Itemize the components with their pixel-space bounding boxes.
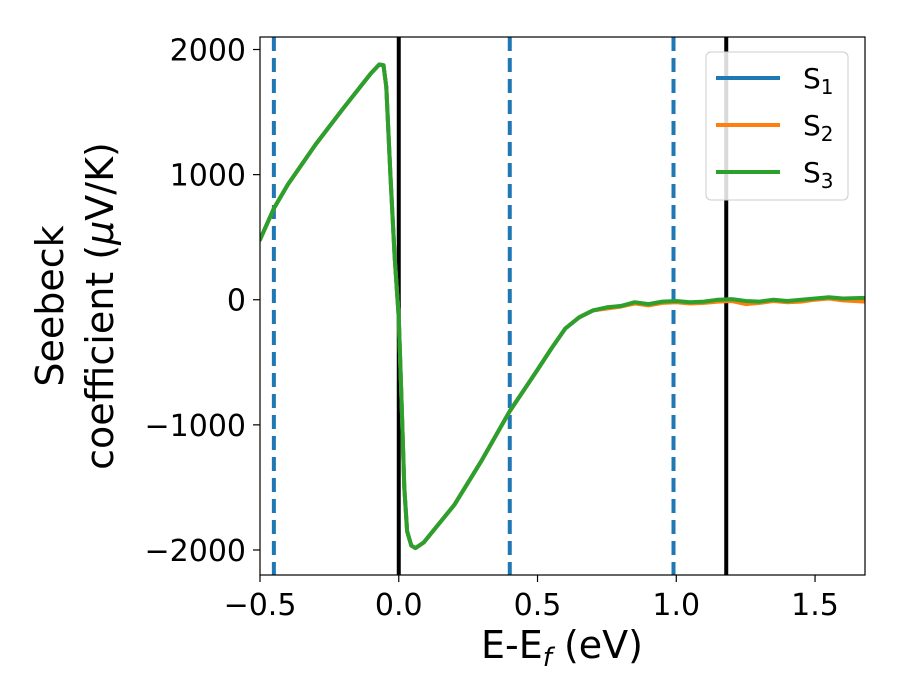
series-line-S3 [260,62,865,551]
x-axis: −0.5 0.0 0.5 1.0 1.5 [224,575,839,623]
x-tick-label: 1.5 [791,588,839,623]
x-axis-label: E-Ef (eV) [481,623,643,673]
legend-label-S1: S1 [803,62,834,99]
legend-label-S2: S2 [803,109,834,146]
legend: S1 S2 S3 [705,51,849,201]
y-tick-label: −1000 [145,409,246,444]
x-tick-label: 0.5 [514,588,562,623]
x-tick-label: 0.0 [375,588,423,623]
y-axis: −2000 −1000 0 1000 2000 [145,34,260,569]
x-tick-label: 1.0 [652,588,700,623]
y-axis-label-line1: Seebeck [28,225,72,386]
series-lines [260,62,865,551]
x-tick-label: −0.5 [224,588,297,623]
y-axis-label-line2: coefficient (μV/K) [78,142,122,470]
y-tick-label: 1000 [170,159,246,194]
y-tick-label: −2000 [145,534,246,569]
plot-frame [259,36,866,576]
legend-label-S3: S3 [803,156,834,193]
y-tick-label: 0 [227,284,246,319]
y-tick-label: 2000 [170,34,246,69]
